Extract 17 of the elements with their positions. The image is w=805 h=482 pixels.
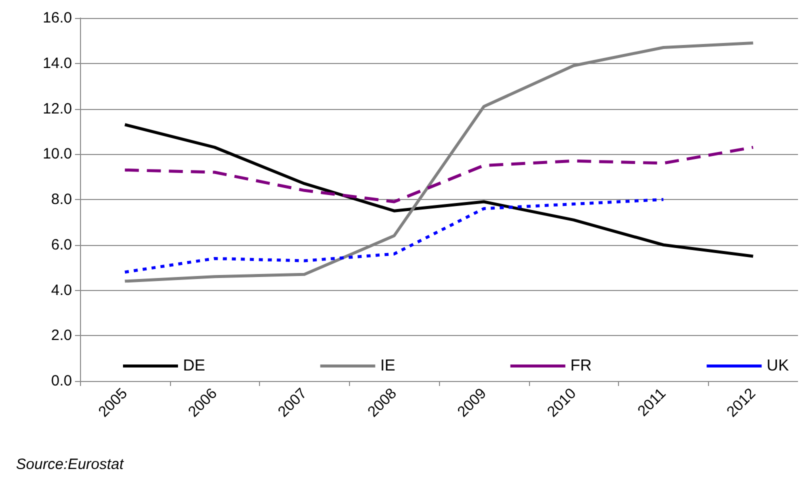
y-tick-label: 4.0 [51, 282, 72, 299]
y-tick-label: 16.0 [42, 10, 72, 26]
source-note: Source:Eurostat [16, 456, 124, 473]
y-tick-label: 14.0 [42, 54, 72, 72]
line-series [123, 123, 755, 258]
y-tick-label: 0.0 [51, 372, 72, 390]
legend-label: IE [380, 358, 396, 374]
y-tick-label: 6.0 [51, 236, 72, 254]
legend-label: UK [766, 358, 790, 374]
legend-label: DE [183, 358, 206, 374]
y-tick-label: 2.0 [51, 327, 72, 344]
y-tick-label: 8.0 [51, 191, 72, 208]
y-tick-label: 10.0 [42, 146, 72, 163]
legend-label: FR [570, 358, 592, 374]
line-series [123, 146, 755, 204]
y-tick-label: 12.0 [42, 100, 72, 118]
line-series [123, 198, 665, 274]
